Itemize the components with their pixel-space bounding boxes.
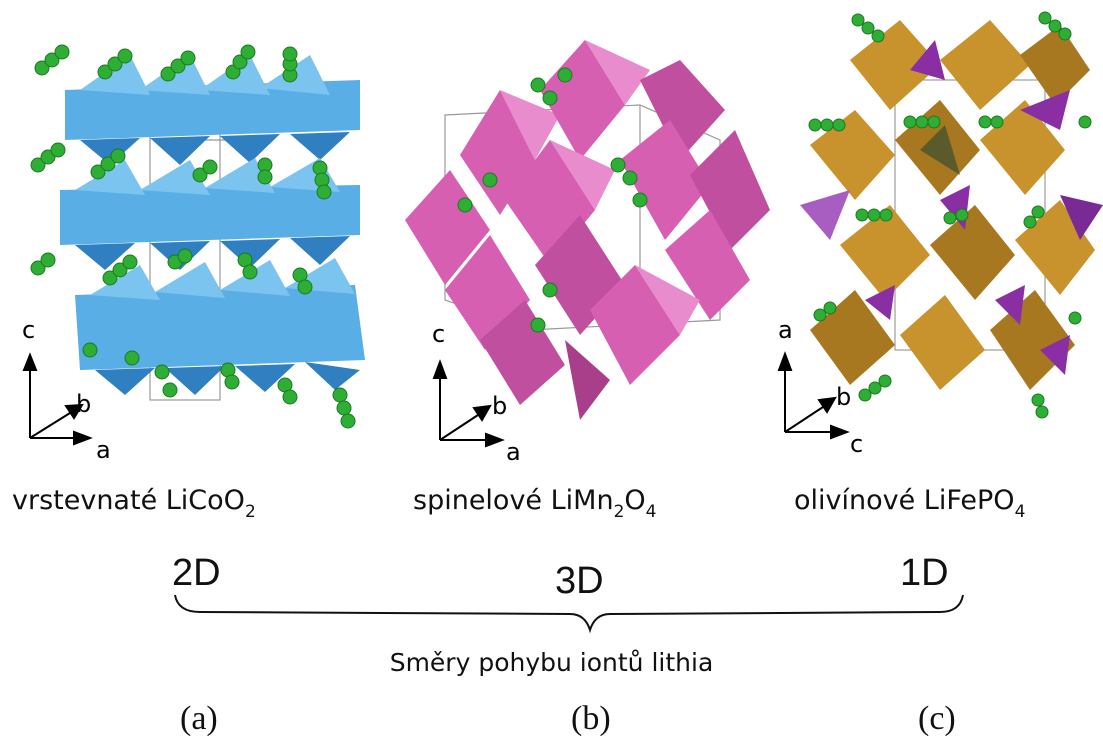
lithium-atoms (808, 11, 1092, 419)
axis-label-diag: b (492, 392, 508, 420)
caption-text: vrstevnaté LiCoO (12, 485, 245, 516)
dimension-1d: 1D (900, 552, 949, 594)
octahedral-layer-2 (60, 158, 360, 270)
panel-letter-b: (b) (571, 700, 611, 737)
caption-text: spinelové LiMn (413, 485, 614, 516)
caption-licoo2: vrstevnaté LiCoO2 (12, 485, 256, 522)
lithium-atoms (457, 67, 648, 333)
lithium-atoms (30, 44, 356, 429)
caption-subscript-tail: 4 (645, 502, 657, 522)
caption-lifepo4: olivínové LiFePO4 (794, 485, 1025, 522)
licoo2-structure-illustration (22, 44, 365, 446)
axis-label-up: c (432, 320, 446, 348)
panel-a-structure: c b a (0, 0, 380, 470)
p-tetrahedra (800, 40, 1103, 375)
dimension-3d: 3D (555, 560, 604, 602)
crystal-axes-c (777, 351, 850, 440)
limn2o4-structure-illustration (405, 40, 770, 448)
axis-label-right: c (850, 430, 864, 458)
caption-limn2o4: spinelové LiMn2O4 (413, 485, 657, 522)
caption-subscript: 4 (1014, 502, 1026, 522)
crystal-axes-b (432, 359, 505, 448)
curly-brace (174, 594, 964, 634)
panel-c-structure: a b c (770, 0, 1103, 470)
axis-label-up: a (778, 316, 793, 344)
panel-b-structure: c b a (390, 0, 770, 470)
panel-letter-a: (a) (180, 700, 218, 737)
axis-label-diag: b (76, 390, 92, 418)
crystal-axes-a (22, 352, 93, 446)
lifepo4-structure-illustration (777, 11, 1103, 440)
octahedral-layer-3 (75, 258, 365, 395)
caption-text: olivínové LiFePO (794, 485, 1015, 516)
caption-text-tail: O (624, 485, 646, 516)
mn-octahedra (405, 40, 770, 420)
axis-label-right: a (96, 436, 111, 464)
axis-label-right: a (506, 438, 521, 466)
dimension-2d: 2D (172, 552, 221, 594)
axis-label-up: c (22, 316, 36, 344)
caption-subscript: 2 (613, 502, 625, 522)
lithium-ion-movement-caption: Směry pohybu iontů lithia (389, 648, 714, 677)
axis-label-diag: b (836, 383, 852, 411)
panel-letter-c: (c) (918, 700, 956, 737)
caption-subscript: 2 (244, 502, 256, 522)
